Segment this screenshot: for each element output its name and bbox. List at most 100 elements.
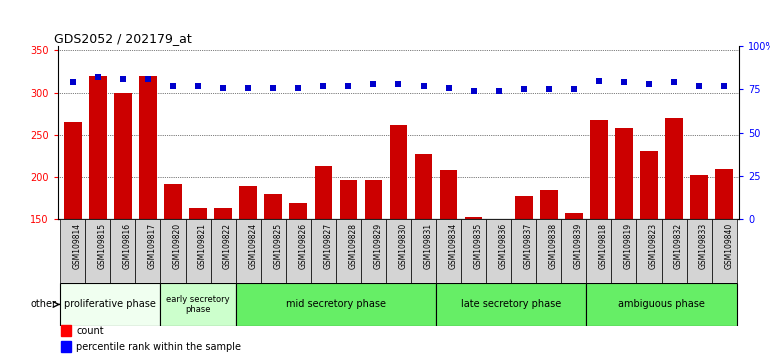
Text: GSM109822: GSM109822 xyxy=(223,223,232,269)
Text: GSM109837: GSM109837 xyxy=(524,223,533,269)
Bar xyxy=(89,76,106,219)
Text: GSM109832: GSM109832 xyxy=(674,223,683,269)
Bar xyxy=(164,184,182,219)
Bar xyxy=(264,194,282,219)
Bar xyxy=(189,208,207,219)
Bar xyxy=(540,190,557,219)
Bar xyxy=(139,76,157,219)
Point xyxy=(668,80,680,85)
Bar xyxy=(515,196,533,219)
Text: GSM109821: GSM109821 xyxy=(198,223,207,269)
Point xyxy=(67,80,79,85)
Text: early secretory
phase: early secretory phase xyxy=(166,295,230,314)
Text: GSM109820: GSM109820 xyxy=(173,223,182,269)
Bar xyxy=(587,283,737,326)
Bar xyxy=(415,154,432,219)
Text: percentile rank within the sample: percentile rank within the sample xyxy=(76,342,241,352)
Text: GSM109830: GSM109830 xyxy=(398,223,407,269)
Bar xyxy=(436,219,461,283)
Bar xyxy=(336,219,361,283)
Bar xyxy=(160,219,186,283)
Text: GDS2052 / 202179_at: GDS2052 / 202179_at xyxy=(55,32,192,45)
Point xyxy=(567,86,580,92)
Bar xyxy=(214,209,232,219)
Point xyxy=(267,85,280,91)
Point xyxy=(292,85,304,91)
Point xyxy=(117,76,129,82)
Text: GSM109818: GSM109818 xyxy=(599,223,608,269)
Bar xyxy=(711,219,737,283)
Text: GSM109834: GSM109834 xyxy=(449,223,457,269)
Point xyxy=(367,81,380,87)
Text: GSM109838: GSM109838 xyxy=(549,223,557,269)
Point xyxy=(317,83,330,89)
Point xyxy=(417,83,430,89)
Text: GSM109827: GSM109827 xyxy=(323,223,333,269)
Text: GSM109824: GSM109824 xyxy=(248,223,257,269)
Point xyxy=(543,86,555,92)
Point xyxy=(217,85,229,91)
Point xyxy=(718,83,730,89)
Text: GSM109828: GSM109828 xyxy=(348,223,357,269)
Text: GSM109826: GSM109826 xyxy=(298,223,307,269)
Bar xyxy=(85,219,110,283)
Bar xyxy=(587,219,611,283)
Text: GSM109825: GSM109825 xyxy=(273,223,283,269)
Bar xyxy=(440,170,457,219)
Bar xyxy=(561,219,587,283)
Text: GSM109835: GSM109835 xyxy=(474,223,483,269)
Text: GSM109840: GSM109840 xyxy=(724,223,733,269)
Point xyxy=(167,83,179,89)
Text: GSM109836: GSM109836 xyxy=(499,223,507,269)
Bar xyxy=(239,185,257,219)
Bar xyxy=(436,283,587,326)
Bar xyxy=(411,219,436,283)
Text: mid secretory phase: mid secretory phase xyxy=(286,299,386,309)
Bar xyxy=(465,217,482,219)
Bar xyxy=(511,219,536,283)
Bar xyxy=(61,325,72,336)
Point xyxy=(142,76,154,82)
Bar xyxy=(486,219,511,283)
Bar xyxy=(210,219,236,283)
Point xyxy=(493,88,505,94)
Text: GSM109815: GSM109815 xyxy=(98,223,107,269)
Point xyxy=(392,81,404,87)
Bar xyxy=(110,219,136,283)
Bar xyxy=(386,219,411,283)
Bar xyxy=(461,219,486,283)
Text: GSM109829: GSM109829 xyxy=(373,223,383,269)
Bar xyxy=(311,219,336,283)
Bar xyxy=(637,219,661,283)
Point xyxy=(467,88,480,94)
Bar xyxy=(64,122,82,219)
Point xyxy=(242,85,254,91)
Text: GSM109823: GSM109823 xyxy=(649,223,658,269)
Bar xyxy=(236,219,261,283)
Point xyxy=(92,74,104,80)
Text: GSM109833: GSM109833 xyxy=(699,223,708,269)
Bar xyxy=(536,219,561,283)
Point xyxy=(643,81,655,87)
Bar xyxy=(565,213,583,219)
Bar xyxy=(715,169,733,219)
Bar xyxy=(390,125,407,219)
Bar xyxy=(315,166,332,219)
Text: other: other xyxy=(31,299,56,309)
Bar xyxy=(340,180,357,219)
Point xyxy=(593,78,605,84)
Bar xyxy=(661,219,687,283)
Bar xyxy=(290,202,307,219)
Bar xyxy=(286,219,311,283)
Text: proliferative phase: proliferative phase xyxy=(65,299,156,309)
Bar xyxy=(261,219,286,283)
Bar xyxy=(236,283,436,326)
Text: GSM109831: GSM109831 xyxy=(424,223,433,269)
Point xyxy=(342,83,354,89)
Point xyxy=(693,83,705,89)
Bar xyxy=(60,219,85,283)
Text: GSM109819: GSM109819 xyxy=(624,223,633,269)
Bar xyxy=(665,118,683,219)
Bar xyxy=(640,151,658,219)
Text: late secretory phase: late secretory phase xyxy=(461,299,561,309)
